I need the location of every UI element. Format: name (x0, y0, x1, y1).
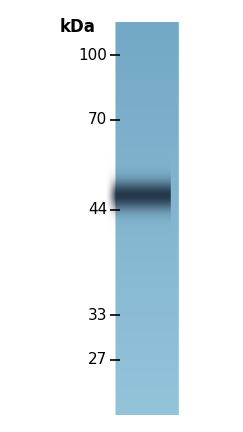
Text: 100: 100 (78, 48, 107, 63)
Text: 44: 44 (88, 203, 107, 217)
Text: 70: 70 (88, 112, 107, 127)
Text: 33: 33 (87, 308, 107, 323)
Text: 27: 27 (88, 353, 107, 368)
Text: kDa: kDa (59, 18, 95, 36)
